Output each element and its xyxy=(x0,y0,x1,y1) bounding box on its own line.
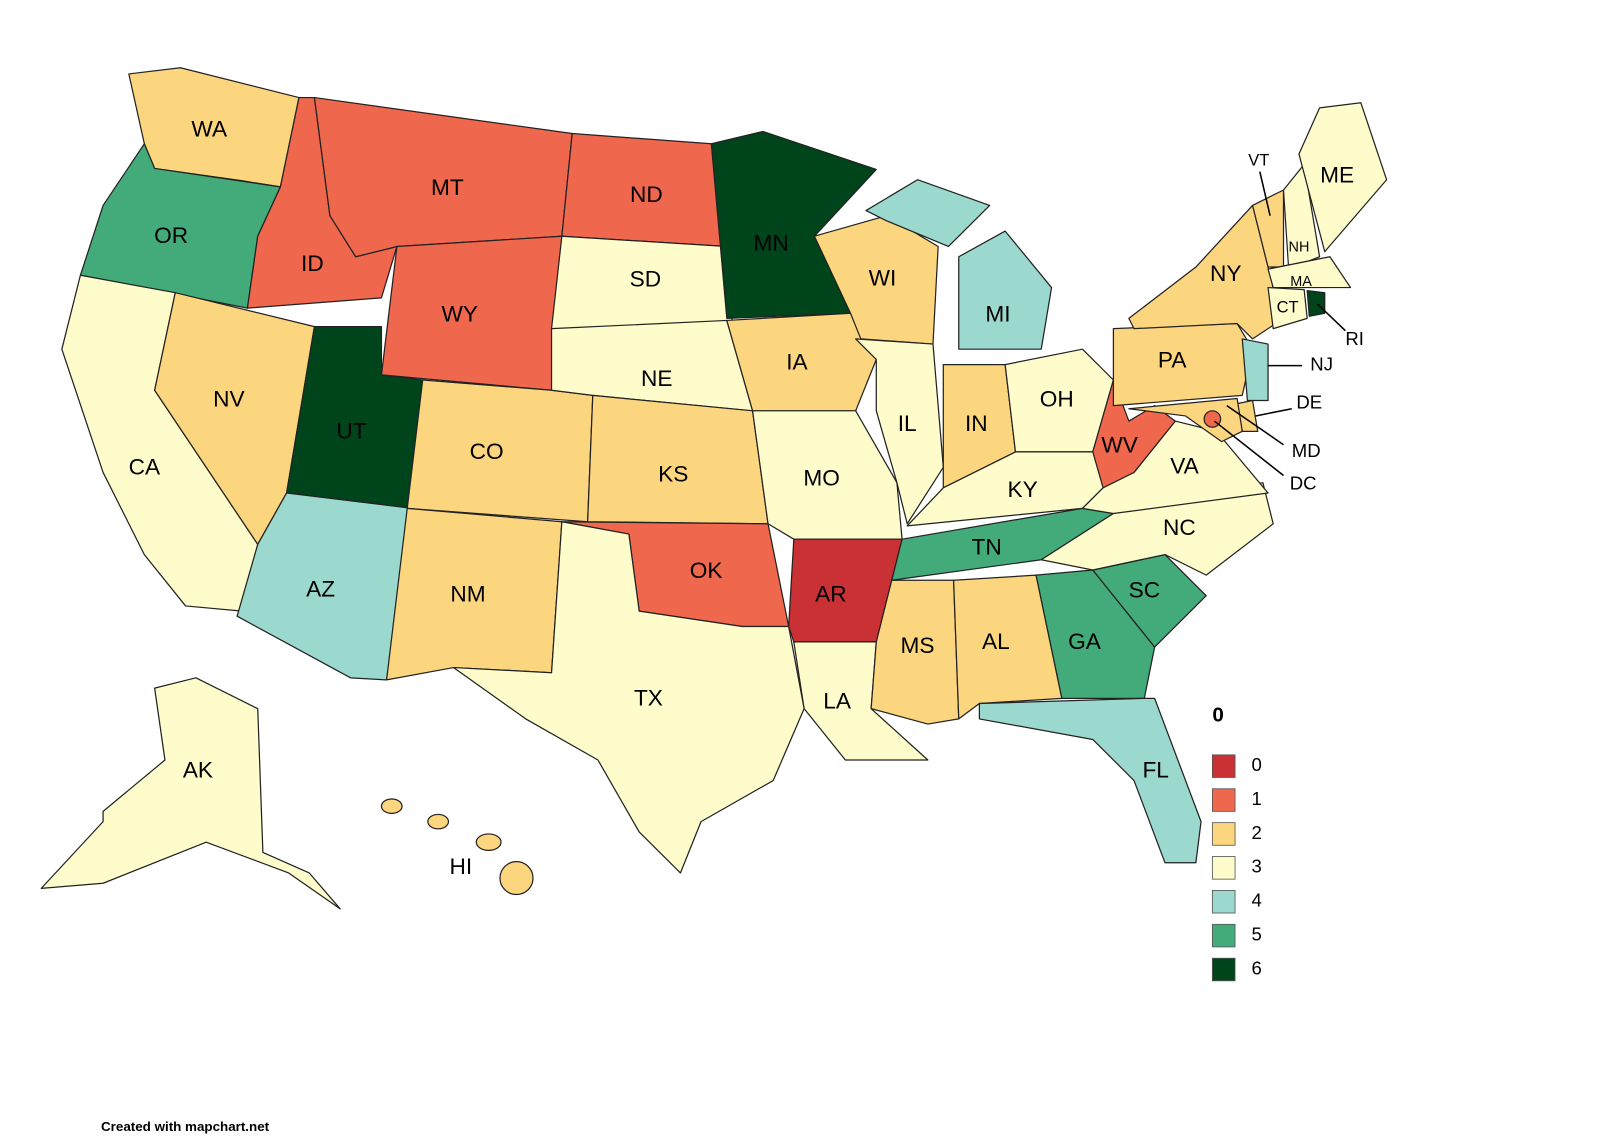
state-label: IN xyxy=(965,411,988,436)
state-label: CO xyxy=(470,439,504,464)
state xyxy=(380,798,534,896)
state-label: DE xyxy=(1296,392,1322,413)
state-label: KS xyxy=(658,462,688,487)
state xyxy=(1267,286,1308,330)
state-label: AZ xyxy=(306,577,335,602)
state-label: NM xyxy=(450,582,485,607)
legend-swatch xyxy=(1211,788,1236,812)
state-label: OH xyxy=(1040,387,1074,412)
state xyxy=(40,677,341,910)
state xyxy=(587,394,769,525)
legend-label: 5 xyxy=(1252,924,1262,945)
state-label: HI xyxy=(449,854,472,879)
state xyxy=(1306,290,1326,317)
state-label: OR xyxy=(154,223,188,248)
state xyxy=(865,179,1053,350)
legend-label: 6 xyxy=(1252,957,1262,978)
state-label: AK xyxy=(183,757,213,782)
state xyxy=(1298,102,1388,253)
state-label: VT xyxy=(1248,152,1269,170)
leader-line xyxy=(1316,303,1346,332)
legend-label: 3 xyxy=(1252,856,1262,877)
legend-swatch xyxy=(1211,957,1236,982)
leader-line xyxy=(1226,405,1284,446)
leader-line xyxy=(1213,420,1284,477)
state-label: MT xyxy=(431,175,464,200)
legend-swatch xyxy=(1211,923,1236,948)
state xyxy=(726,312,877,412)
state-label: ND xyxy=(630,182,663,207)
legend-swatch xyxy=(1211,754,1236,778)
state-label: WY xyxy=(442,301,479,326)
legend-label: 1 xyxy=(1252,788,1262,809)
state xyxy=(1282,163,1321,270)
state-label: NY xyxy=(1210,261,1241,286)
footer: Created with mapchart.net xyxy=(101,1119,270,1134)
state-label: PA xyxy=(1158,348,1187,373)
state-label: VA xyxy=(1170,453,1199,478)
state-label: OK xyxy=(690,558,723,583)
state-label: TX xyxy=(634,685,663,710)
state-label: DC xyxy=(1290,473,1317,494)
state-label: ID xyxy=(301,251,324,276)
state-label: LA xyxy=(823,688,852,713)
legend-swatch xyxy=(1211,890,1236,914)
legend-swatch xyxy=(1211,822,1236,846)
state-label: TN xyxy=(971,534,1001,559)
leader-line xyxy=(1259,171,1271,216)
state xyxy=(1241,338,1269,402)
state xyxy=(1035,569,1156,699)
state-label: CT xyxy=(1277,298,1299,316)
state-label: SD xyxy=(630,266,661,291)
state-label: AL xyxy=(982,629,1010,654)
state-label: MN xyxy=(754,230,789,255)
state-label: FL xyxy=(1142,757,1168,782)
state-label: MO xyxy=(803,466,840,491)
state-label: IL xyxy=(898,411,917,436)
state-label: MD xyxy=(1292,440,1321,461)
state-label: IA xyxy=(786,350,808,375)
state xyxy=(1267,256,1352,289)
state-label: WV xyxy=(1101,433,1138,458)
state-label: WA xyxy=(191,116,228,141)
state-label: ME xyxy=(1320,163,1354,188)
state-label: KY xyxy=(1008,477,1038,502)
state-label: NC xyxy=(1163,515,1196,540)
leader-line xyxy=(1255,408,1292,417)
state xyxy=(452,521,805,874)
state-label: NH xyxy=(1289,239,1310,255)
state-label: WI xyxy=(869,265,897,290)
state xyxy=(855,338,944,525)
legend-title: 0 xyxy=(1212,703,1223,726)
state-label: RI xyxy=(1345,328,1364,349)
legend-label: 4 xyxy=(1252,890,1262,911)
state-label: NE xyxy=(641,366,672,391)
state-labels: WA OR CA NV ID MT WY UT AZ CO NM ND SD NE KS OK TX MN IA MO… xyxy=(129,116,1364,878)
state-label: UT xyxy=(336,418,366,443)
legend-swatch xyxy=(1211,856,1236,880)
state-label: SC xyxy=(1129,578,1160,603)
state-label: GA xyxy=(1068,629,1102,654)
state xyxy=(952,574,1063,720)
legend-label: 2 xyxy=(1252,822,1262,843)
state xyxy=(978,697,1202,864)
state-label: CA xyxy=(129,454,161,479)
legend: 0 0 1 2 3 4 5 6 xyxy=(1211,703,1262,982)
states xyxy=(40,67,1388,910)
state-label: AR xyxy=(815,582,846,607)
state-label: MA xyxy=(1290,274,1312,290)
state-label: NJ xyxy=(1310,354,1333,375)
state xyxy=(1128,397,1243,443)
state-label: MS xyxy=(901,633,935,658)
state-label: MI xyxy=(985,301,1010,326)
legend-label: 0 xyxy=(1252,754,1262,775)
state-label: NV xyxy=(213,387,244,412)
